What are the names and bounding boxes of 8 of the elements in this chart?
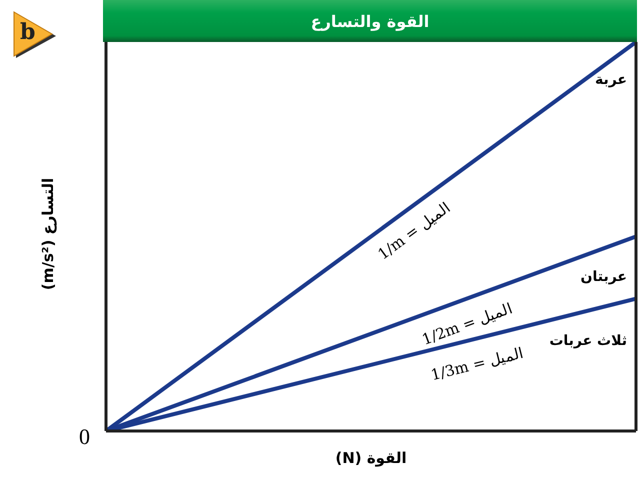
annotation: b	[20, 19, 36, 45]
series-label: ثلاث عربات	[549, 333, 627, 350]
chart-title: القوة والتسارع	[103, 0, 637, 42]
annotation: 0	[79, 424, 90, 450]
series-label: عربة	[594, 72, 627, 88]
y-axis-title: التسارع (m/s²)	[39, 176, 57, 292]
x-axis-title: القوة (N)	[334, 449, 408, 467]
series-label: عربتان	[580, 269, 627, 285]
